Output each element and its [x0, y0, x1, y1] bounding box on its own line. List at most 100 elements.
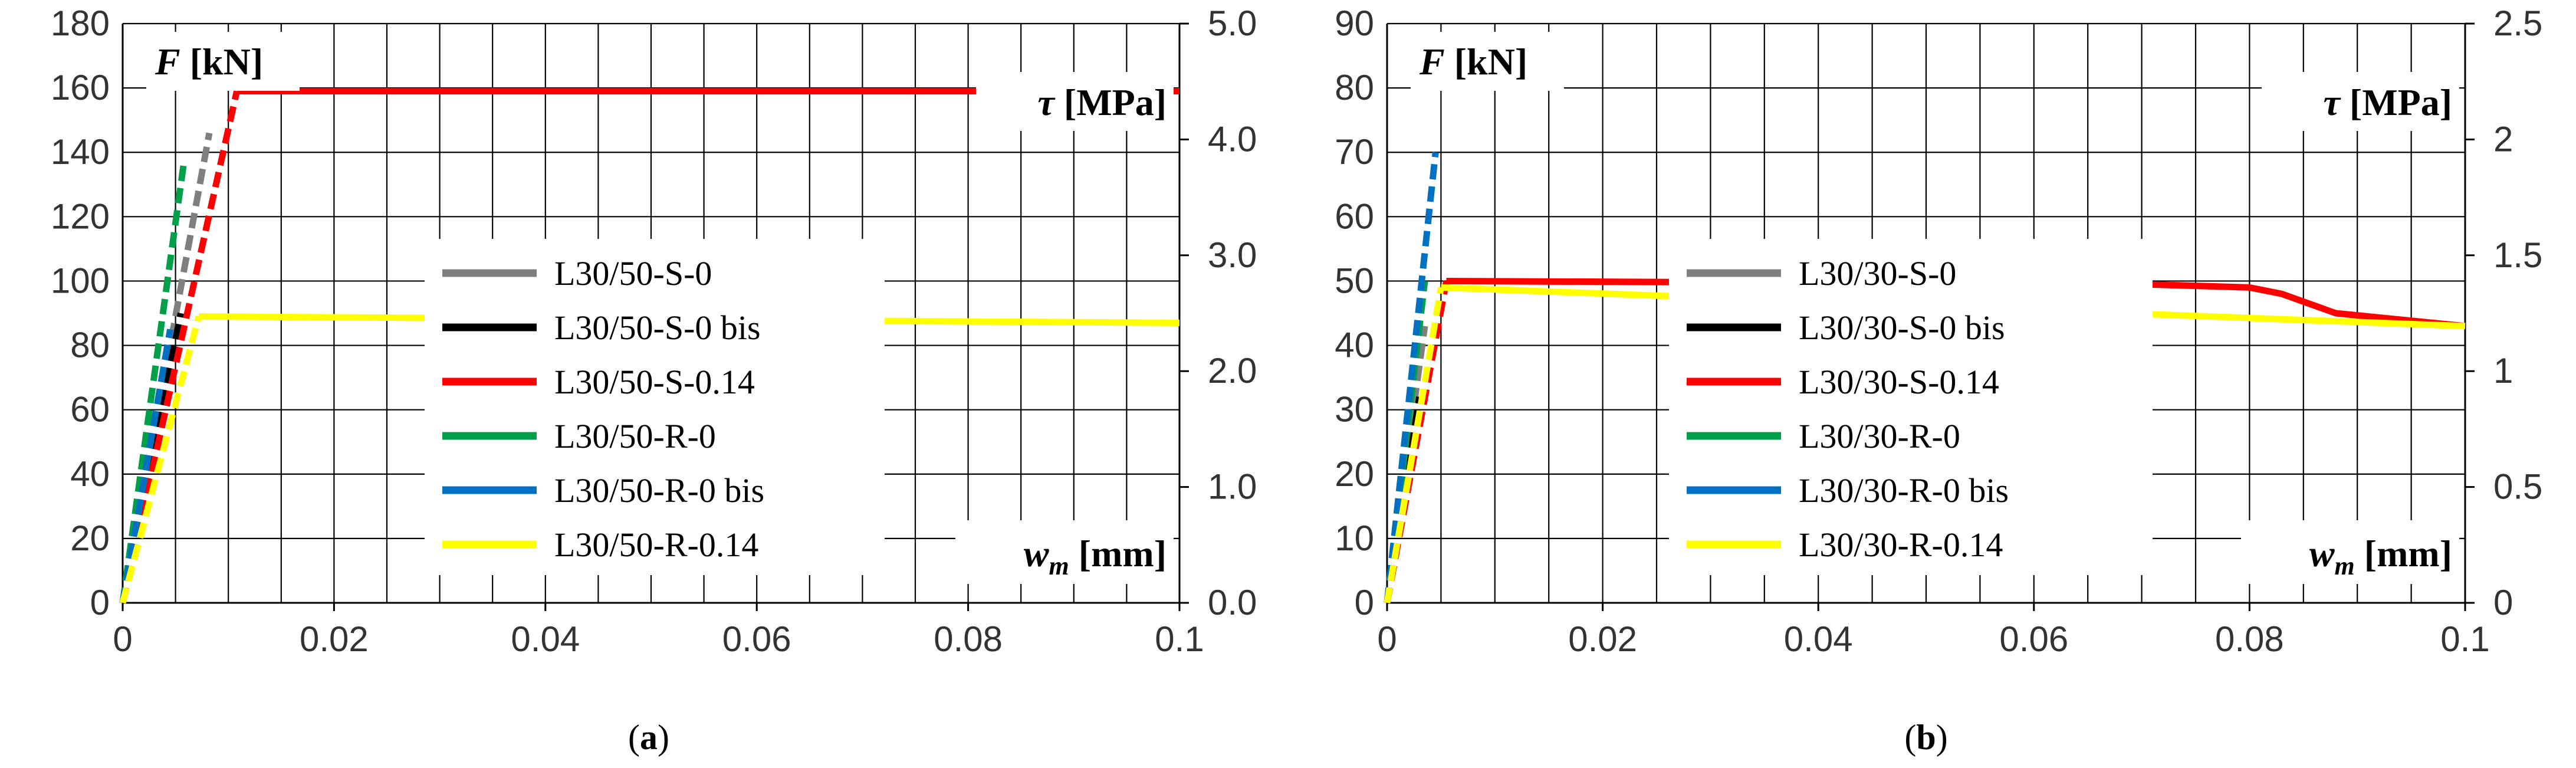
y-tick-label: 100 [51, 261, 110, 300]
y-tick-label: 70 [1335, 132, 1374, 172]
y-axis-label-text: F [kN] [1419, 41, 1527, 83]
y2-axis-label: τ [MPa] [2262, 72, 2459, 131]
legend-label: L30/30-S-0.14 [1799, 363, 1999, 401]
y2-tick-label: 0 [2493, 583, 2513, 622]
y2-axis-label-text: τ [MPa] [2323, 81, 2452, 123]
y2-tick-label: 1.0 [1208, 467, 1257, 507]
legend-label: L30/50-R-0 bis [554, 471, 764, 510]
legend-item: L30/50-R-0 [442, 417, 716, 455]
series-line-rising [119, 90, 240, 604]
legend-label: L30/30-R-0.14 [1799, 526, 2003, 564]
y-axis-label-bg [1411, 32, 1564, 91]
y-tick-label: 20 [70, 518, 110, 558]
legend-label: L30/50-S-0 bis [554, 308, 761, 347]
legend-item: L30/50-R-0.14 [442, 526, 758, 564]
x-tick-label: 0.08 [2215, 619, 2284, 659]
y2-tick-label: 3.0 [1208, 235, 1257, 275]
panel-caption: (b) [1904, 718, 1947, 757]
y-tick-label: 30 [1335, 390, 1374, 429]
x-tick-label: 0.04 [1784, 619, 1853, 659]
legend-label: L30/50-R-0 [554, 417, 716, 455]
y-tick-label: 60 [70, 390, 110, 429]
y-tick-label: 90 [1335, 4, 1374, 43]
legend-box [425, 239, 885, 575]
legend-item: L30/50-R-0 bis [442, 471, 764, 510]
x-axis-label-text: wm [mm] [2309, 533, 2452, 580]
legend: L30/30-S-0 L30/30-S-0 bis L30/30-S-0.14 L30… [1669, 239, 2153, 575]
y2-tick-label: 2.5 [2493, 4, 2542, 43]
series-line-rising [1384, 152, 1439, 603]
x-tick-label: 0.04 [511, 619, 580, 659]
legend-item: L30/30-S-0 [1687, 254, 1956, 293]
legend-box [1669, 239, 2153, 575]
y-tick-label: 40 [70, 454, 110, 494]
y-tick-label: 40 [1335, 326, 1374, 365]
legend-label: L30/50-S-0 [554, 254, 712, 293]
y-tick-label: 80 [1335, 68, 1374, 107]
y2-axis-label-text: τ [MPa] [1037, 81, 1167, 123]
legend-label: L30/30-S-0 bis [1799, 308, 2005, 347]
x-tick-label: 0.06 [722, 619, 791, 659]
x-axis-label: wm [mm] [2241, 520, 2459, 584]
x-tick-label: 0 [113, 619, 132, 659]
y2-tick-label: 0.5 [2493, 467, 2542, 507]
legend-item: L30/30-R-0 bis [1687, 471, 2009, 510]
y-tick-label: 140 [51, 132, 110, 172]
legend-label: L30/50-S-0.14 [554, 363, 755, 401]
y-tick-label: 80 [70, 326, 110, 365]
y-tick-label: 0 [1355, 583, 1374, 622]
y-tick-label: 0 [90, 583, 110, 622]
y2-axis-label: τ [MPa] [976, 72, 1174, 131]
x-axis-label: wm [mm] [955, 520, 1174, 584]
y2-tick-label: 2 [2493, 119, 2513, 159]
y-axis-label: F [kN] [1411, 32, 1564, 91]
legend-label: L30/30-R-0 [1799, 417, 1960, 455]
x-tick-label: 0.08 [934, 619, 1003, 659]
y-tick-label: 60 [1335, 196, 1374, 236]
legend-label: L30/30-R-0 bis [1799, 471, 2009, 510]
legend-label: L30/50-R-0.14 [554, 526, 758, 564]
y-axis-label: F [kN] [146, 32, 300, 91]
legend-item: L30/30-R-0.14 [1687, 526, 2003, 564]
x-tick-label: 0.06 [1999, 619, 2068, 659]
legend-item: L30/50-S-0 bis [442, 308, 761, 347]
series-line-rising [119, 329, 174, 603]
legend-item: L30/50-S-0.14 [442, 363, 755, 401]
x-tick-label: 0.1 [1155, 619, 1204, 659]
y2-tick-label: 1.5 [2493, 235, 2542, 275]
x-tick-label: 0.02 [1568, 619, 1637, 659]
y-tick-label: 180 [51, 4, 110, 43]
series-line-rising [1384, 287, 1444, 603]
x-axis-label-bg [955, 520, 1174, 584]
x-tick-label: 0 [1377, 619, 1397, 659]
legend: L30/50-S-0 L30/50-S-0 bis L30/50-S-0.14 L30… [425, 239, 885, 575]
y2-axis-label-bg [2262, 72, 2459, 131]
y2-tick-label: 2.0 [1208, 351, 1257, 390]
y2-tick-label: 1 [2493, 351, 2513, 390]
legend-item: L30/30-R-0 [1687, 417, 1960, 455]
panel-caption: (a) [628, 718, 669, 757]
x-axis-label-text: wm [mm] [1024, 533, 1167, 580]
y-tick-label: 160 [51, 68, 110, 107]
y-tick-label: 10 [1335, 518, 1374, 558]
series-group [119, 88, 1180, 604]
legend-item: L30/30-S-0 bis [1687, 308, 2005, 347]
y-axis-label-bg [146, 32, 300, 91]
y-tick-label: 50 [1335, 261, 1374, 300]
x-axis-label-bg [2241, 520, 2459, 584]
y-axis-label-text: F [kN] [155, 41, 263, 83]
series-line-rising [119, 316, 202, 604]
chart-panel-b: 0 0.02 0.04 0.06 0.08 0.101020304050607080900… [1335, 4, 2542, 757]
legend-label: L30/30-S-0 [1799, 254, 1956, 293]
x-tick-label: 0.1 [2440, 619, 2489, 659]
y2-tick-label: 0.0 [1208, 583, 1257, 622]
y2-tick-label: 5.0 [1208, 4, 1257, 43]
y-tick-label: 120 [51, 196, 110, 236]
y-tick-label: 20 [1335, 454, 1374, 494]
legend-item: L30/50-S-0 [442, 254, 712, 293]
x-tick-label: 0.02 [300, 619, 369, 659]
y2-tick-label: 4.0 [1208, 119, 1257, 159]
legend-item: L30/30-S-0.14 [1687, 363, 1999, 401]
chart-panel-a: 0 0.02 0.04 0.06 0.08 0.1 0 20 40 60 80 100 120 140 16… [51, 4, 1257, 757]
